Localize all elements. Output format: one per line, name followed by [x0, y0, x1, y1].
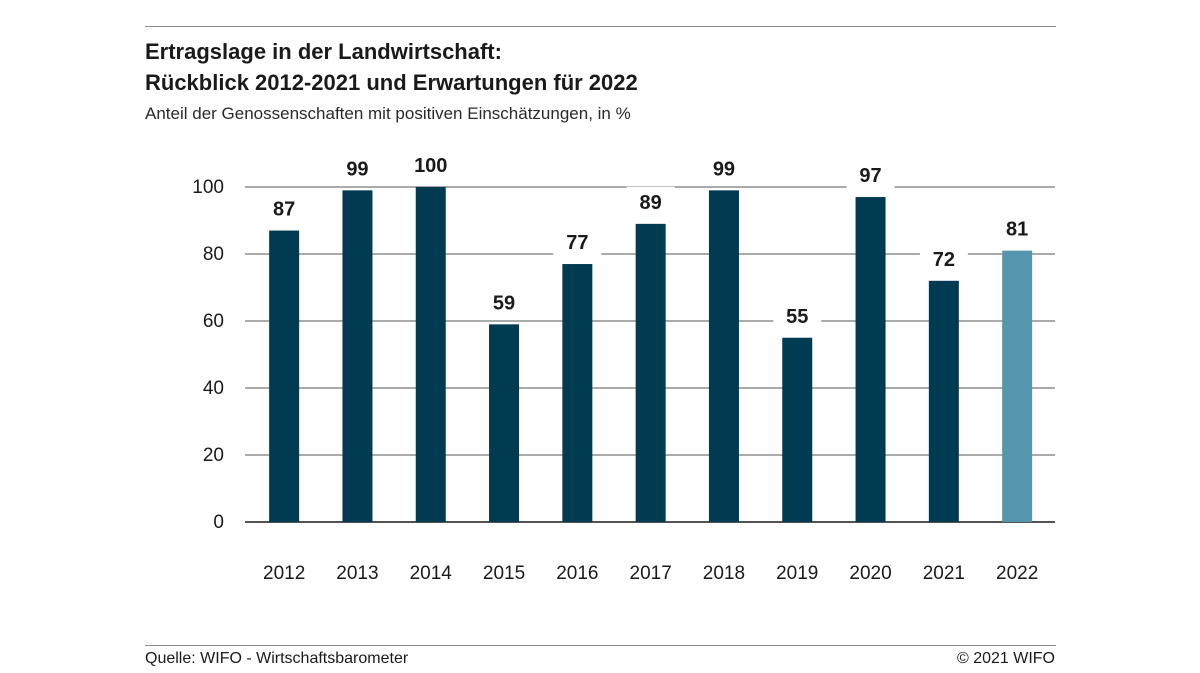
- data-label-backdrop: [993, 213, 1042, 242]
- data-label-backdrop: [773, 300, 822, 329]
- data-label-backdrop: [919, 243, 968, 272]
- source-note: Quelle: WIFO - Wirtschaftsbarometer: [145, 650, 409, 667]
- data-label-2021: 72: [933, 249, 955, 271]
- data-label-backdrop: [260, 193, 309, 222]
- bar-2015: [489, 324, 520, 522]
- bar-2017: [635, 223, 666, 522]
- bar-2021: [928, 280, 959, 522]
- y-tick-labels: 0 20 40 60 80 100: [192, 177, 224, 533]
- bar-2018: [708, 190, 739, 522]
- data-label-2016: 77: [566, 232, 588, 254]
- bar-2013: [342, 190, 373, 522]
- x-tick-label-2018: 2018: [703, 563, 745, 584]
- title-line-2: Rückblick 2012-2021 und Erwartungen für …: [145, 70, 638, 95]
- x-tick-label-2021: 2021: [923, 563, 965, 584]
- x-tick-label-2015: 2015: [483, 563, 525, 584]
- y-tick-label: 20: [203, 445, 224, 466]
- data-label-2020: 97: [859, 165, 881, 187]
- data-label-backdrop: [626, 186, 675, 215]
- y-tick-label: 0: [213, 512, 224, 533]
- y-tick-label: 80: [203, 244, 224, 265]
- data-label-backdrop: [480, 287, 529, 316]
- data-labels: 87 99 100 59 77 89 99 55 97 72 81: [260, 150, 1042, 329]
- x-tick-label-2020: 2020: [849, 563, 891, 584]
- data-label-2014: 100: [414, 155, 447, 177]
- x-tick-label-2022: 2022: [996, 563, 1038, 584]
- x-tick-label-2013: 2013: [336, 563, 378, 584]
- x-tick-label-2016: 2016: [556, 563, 598, 584]
- x-tick-label-2017: 2017: [630, 563, 672, 584]
- y-tick-label: 60: [203, 311, 224, 332]
- top-rule: [145, 26, 1056, 27]
- data-label-backdrop: [406, 150, 455, 178]
- bar-2016: [562, 264, 593, 522]
- title-line-1: Ertragslage in der Landwirtschaft:: [145, 39, 502, 64]
- y-tick-label: 40: [203, 378, 224, 399]
- bar-2012: [269, 230, 300, 523]
- bar-2014: [415, 187, 446, 522]
- x-tick-label-2019: 2019: [776, 563, 818, 584]
- chart-title: Ertragslage in der Landwirtschaft: Rückb…: [145, 36, 638, 98]
- x-tick-label-2012: 2012: [263, 563, 305, 584]
- data-label-2015: 59: [493, 292, 515, 314]
- bar-2020: [855, 197, 886, 523]
- y-tick-label: 100: [192, 177, 224, 198]
- bottom-rule: [145, 645, 1056, 646]
- bar-2019: [782, 337, 813, 522]
- data-label-2022: 81: [1006, 219, 1028, 241]
- data-label-backdrop: [846, 160, 895, 189]
- data-label-2012: 87: [273, 199, 295, 221]
- data-label-2017: 89: [640, 192, 662, 214]
- data-label-backdrop: [699, 153, 748, 182]
- copyright-note: © 2021 WIFO: [956, 650, 1055, 667]
- data-label-backdrop: [333, 153, 382, 182]
- data-label-backdrop: [553, 227, 602, 256]
- x-tick-labels: 2012 2013 2014 2015 2016 2017 2018 2019 2020 2021…: [263, 563, 1038, 584]
- x-tick-label-2014: 2014: [410, 563, 453, 584]
- bar-2022: [1002, 250, 1033, 522]
- chart-subtitle: Anteil der Genossenschaften mit positive…: [145, 104, 631, 123]
- data-label-2013: 99: [346, 158, 368, 180]
- data-label-2019: 55: [786, 306, 808, 328]
- data-label-2018: 99: [713, 158, 735, 180]
- bars: [269, 187, 1033, 523]
